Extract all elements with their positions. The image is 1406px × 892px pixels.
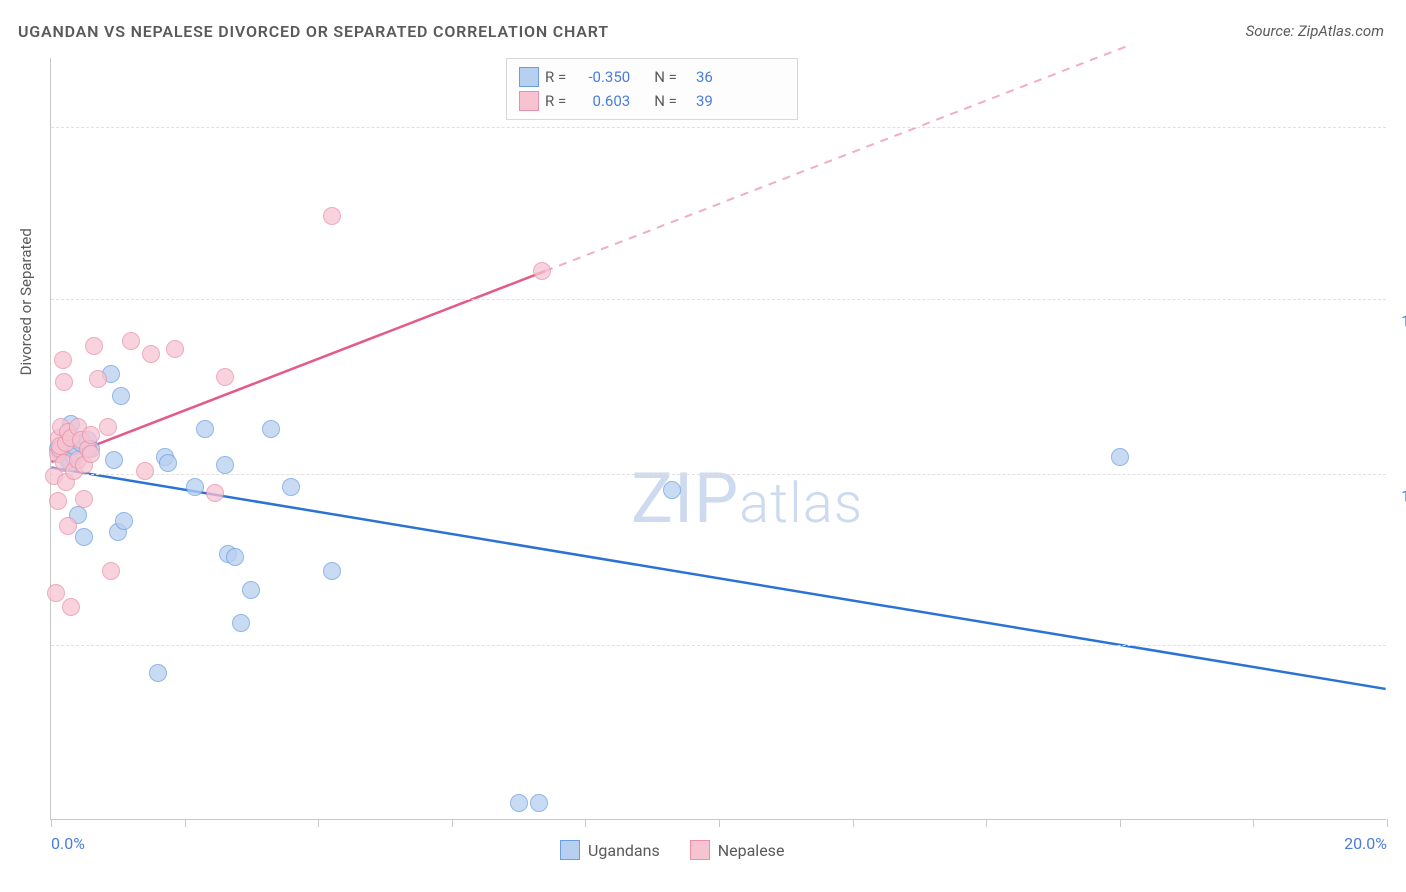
data-point [136, 462, 154, 480]
data-point [75, 490, 93, 508]
watermark-atlas: atlas [739, 470, 863, 536]
y-tick-label: 12.5% [1401, 486, 1406, 505]
data-point [142, 345, 160, 363]
data-point [105, 451, 123, 469]
data-point [85, 337, 103, 355]
data-point [99, 418, 117, 436]
x-tick [585, 819, 586, 827]
legend-series: Ugandans Nepalese [560, 840, 784, 860]
data-point [262, 420, 280, 438]
data-point [159, 454, 177, 472]
legend-stats-row: R = 0.603 N = 39 [519, 89, 785, 113]
legend-r-value: 0.603 [572, 92, 630, 110]
legend-swatch [519, 91, 539, 111]
data-point [206, 484, 224, 502]
chart-title: UGANDAN VS NEPALESE DIVORCED OR SEPARATE… [18, 22, 609, 41]
x-tick-label: 20.0% [1344, 834, 1387, 853]
trend-line [51, 468, 1385, 689]
data-point [282, 478, 300, 496]
data-point [62, 598, 80, 616]
data-point [75, 528, 93, 546]
source-label: Source: ZipAtlas.com [1246, 22, 1384, 40]
x-tick [1120, 819, 1121, 827]
data-point [149, 664, 167, 682]
x-tick [986, 819, 987, 827]
legend-r-label: R = [545, 92, 566, 110]
x-tick [51, 819, 52, 827]
x-tick [1253, 819, 1254, 827]
data-point [530, 794, 548, 812]
data-point [47, 584, 65, 602]
data-point [242, 581, 260, 599]
data-point [216, 456, 234, 474]
data-point [115, 512, 133, 530]
data-point [533, 262, 551, 280]
y-axis-label: Divorced or Separated [17, 228, 35, 375]
data-point [663, 481, 681, 499]
data-point [323, 562, 341, 580]
data-point [55, 373, 73, 391]
data-point [112, 387, 130, 405]
chart-container: UGANDAN VS NEPALESE DIVORCED OR SEPARATE… [0, 0, 1406, 892]
data-point [82, 445, 100, 463]
data-point [59, 517, 77, 535]
y-tick-label: 18.8% [1401, 312, 1406, 331]
data-point [54, 351, 72, 369]
legend-series-label: Ugandans [588, 841, 660, 860]
gridline [51, 127, 1386, 128]
data-point [323, 207, 341, 225]
data-point [122, 332, 140, 350]
legend-swatch [690, 840, 710, 860]
data-point [166, 340, 184, 358]
data-point [510, 794, 528, 812]
x-tick [318, 819, 319, 827]
legend-n-label: N = [654, 68, 677, 86]
x-tick [452, 819, 453, 827]
legend-series-item: Ugandans [560, 840, 660, 860]
legend-n-value: 39 [683, 92, 713, 110]
gridline [51, 299, 1386, 300]
legend-stats-box: R = -0.350 N = 36 R = 0.603 N = 39 [506, 58, 798, 120]
data-point [102, 562, 120, 580]
data-point [196, 420, 214, 438]
legend-n-label: N = [654, 92, 677, 110]
x-tick [1387, 819, 1388, 827]
gridline [51, 474, 1386, 475]
data-point [232, 614, 250, 632]
legend-r-value: -0.350 [572, 68, 630, 86]
plot-area: ZIPatlas 6.3%12.5%18.8%0.0%20.0% [50, 58, 1386, 820]
x-tick [185, 819, 186, 827]
data-point [49, 492, 67, 510]
data-point [82, 426, 100, 444]
watermark: ZIPatlas [631, 458, 863, 540]
legend-swatch [519, 67, 539, 87]
trend-lines-layer [51, 58, 1386, 819]
legend-series-item: Nepalese [690, 840, 785, 860]
legend-series-label: Nepalese [718, 841, 785, 860]
data-point [89, 370, 107, 388]
watermark-zip: ZIP [631, 458, 739, 540]
data-point [226, 548, 244, 566]
data-point [1111, 448, 1129, 466]
legend-r-label: R = [545, 68, 566, 86]
legend-stats-row: R = -0.350 N = 36 [519, 65, 785, 89]
data-point [216, 368, 234, 386]
legend-swatch [560, 840, 580, 860]
legend-n-value: 36 [683, 68, 713, 86]
data-point [186, 478, 204, 496]
x-tick-label: 0.0% [51, 834, 85, 853]
gridline [51, 645, 1386, 646]
x-tick [719, 819, 720, 827]
x-tick [853, 819, 854, 827]
